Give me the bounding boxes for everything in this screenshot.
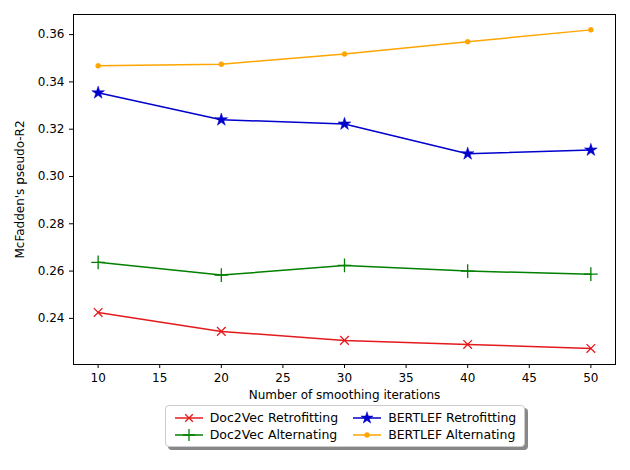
svg-text:40: 40: [460, 371, 475, 385]
svg-text:15: 15: [152, 371, 167, 385]
html-text:BERTLEF Alternating: BERTLEF Alternating: [388, 427, 516, 442]
svg-text:Number of smoothing iterations: Number of smoothing iterations: [249, 388, 441, 402]
svg-text:0.24: 0.24: [38, 311, 65, 325]
html-text:Doc2Vec Retrofitting: Doc2Vec Retrofitting: [209, 410, 339, 425]
svg-text:McFadden's pseudo-R2: McFadden's pseudo-R2: [13, 120, 27, 258]
svg-text:0.32: 0.32: [38, 122, 65, 136]
svg-text:25: 25: [275, 371, 290, 385]
svg-text:10: 10: [90, 371, 105, 385]
svg-text:20: 20: [214, 371, 229, 385]
svg-text:45: 45: [522, 371, 537, 385]
svg-text:30: 30: [337, 371, 352, 385]
svg-text:0.28: 0.28: [38, 217, 65, 231]
html-text:BERTLEF Retrofitting: BERTLEF Retrofitting: [388, 410, 517, 425]
svg-text:50: 50: [583, 371, 598, 385]
svg-text:0.30: 0.30: [38, 169, 65, 183]
svg-text:0.34: 0.34: [38, 75, 65, 89]
svg-text:35: 35: [398, 371, 413, 385]
html-text:Doc2Vec Alternating: Doc2Vec Alternating: [209, 427, 338, 442]
svg-text:0.26: 0.26: [38, 264, 65, 278]
svg-text:0.36: 0.36: [38, 27, 65, 41]
